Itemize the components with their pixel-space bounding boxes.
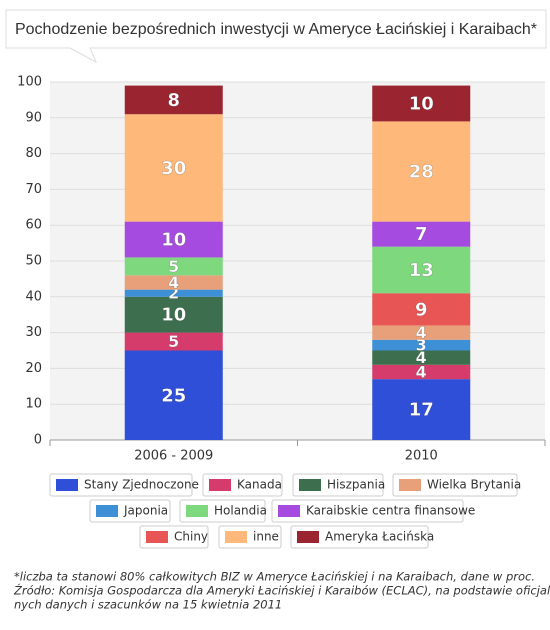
value-label: 10 [161, 230, 186, 251]
title-bubble [5, 9, 547, 64]
bar-segment [372, 246, 471, 294]
legend-label: inne [253, 530, 279, 544]
x-tick-label: 2010 [405, 449, 438, 464]
bar-segment [372, 121, 471, 222]
note: nych danych i szacunków na 15 kwietnia 2… [14, 598, 282, 612]
note: Źródło: Komisja Gospodarcza dla Ameryki … [13, 583, 550, 598]
legend-label: Chiny [174, 530, 208, 544]
x-tick-label: 2006 - 2009 [134, 449, 213, 464]
y-tick-label: 60 [25, 218, 42, 233]
legend-box [392, 473, 518, 497]
note: *liczba ta stanowi 80% całkowitych BIZ w… [14, 570, 535, 584]
chart-title: Pochodzenie bezpośrednich inwestycji w A… [15, 21, 537, 38]
bar-segment [124, 85, 223, 115]
y-tick-label: 40 [25, 289, 42, 304]
bar-segment [124, 114, 223, 222]
legend-swatch [225, 531, 247, 543]
bar-segment [124, 332, 223, 351]
value-label: 9 [415, 299, 428, 320]
legend-swatch [399, 479, 421, 491]
y-tick-label: 100 [17, 75, 42, 90]
value-label: 7 [415, 224, 428, 245]
legend-label: Holandia [214, 504, 267, 518]
y-tick-label: 50 [25, 254, 42, 269]
value-label: 4 [168, 273, 179, 292]
bar-segment [372, 221, 471, 247]
legend-label: Hiszpania [327, 478, 385, 492]
value-label: 30 [161, 158, 186, 179]
value-label: 2 [168, 284, 179, 303]
legend-label: Ameryka Łacińska [325, 530, 434, 544]
legend-box [271, 499, 464, 523]
legend-label: Kanada [237, 478, 282, 492]
value-label: 25 [161, 385, 186, 406]
legend-label: Wielka Brytania [427, 478, 521, 492]
legend-swatch [297, 531, 319, 543]
legend-box [290, 525, 429, 549]
legend-swatch [209, 479, 231, 491]
value-label: 10 [409, 93, 434, 114]
legend-swatch [56, 479, 78, 491]
value-label: 3 [416, 336, 427, 355]
legend-swatch [278, 505, 300, 517]
value-label: 4 [416, 323, 427, 342]
y-tick-label: 80 [25, 146, 42, 161]
bar-segment [372, 85, 471, 122]
value-label: 5 [168, 257, 179, 276]
legend-swatch [186, 505, 208, 517]
bar-segment [372, 325, 471, 340]
legend-swatch [299, 479, 321, 491]
value-label: 17 [409, 400, 434, 421]
bar-segment [372, 350, 471, 365]
y-tick-label: 0 [34, 433, 42, 448]
bar-segment [124, 350, 223, 440]
value-label: 5 [168, 332, 179, 351]
legend-box [49, 473, 193, 497]
bar-segment [124, 257, 223, 276]
bar-segment [372, 379, 471, 440]
bar-segment [372, 339, 471, 351]
value-label: 10 [161, 305, 186, 326]
y-tick-label: 20 [25, 361, 42, 376]
value-label: 13 [409, 260, 434, 281]
value-label: 4 [416, 348, 427, 367]
legend-swatch [96, 505, 118, 517]
y-tick-label: 10 [25, 397, 42, 412]
legend-label: Japonia [123, 504, 168, 518]
bar-segment [124, 296, 223, 333]
value-label: 8 [167, 90, 180, 111]
y-tick-label: 30 [25, 325, 42, 340]
y-tick-label: 70 [25, 182, 42, 197]
bar-segment [124, 275, 223, 290]
bar-segment [124, 289, 223, 297]
legend-label: Stany Zjednoczone [84, 478, 199, 492]
bar-segment [372, 293, 471, 326]
legend-label: Karaibskie centra finansowe [306, 504, 475, 518]
value-label: 4 [416, 362, 427, 381]
legend-swatch [146, 531, 168, 543]
bar-segment [372, 364, 471, 380]
value-label: 28 [409, 162, 434, 183]
y-tick-label: 90 [25, 110, 42, 125]
bar-segment [124, 221, 223, 258]
